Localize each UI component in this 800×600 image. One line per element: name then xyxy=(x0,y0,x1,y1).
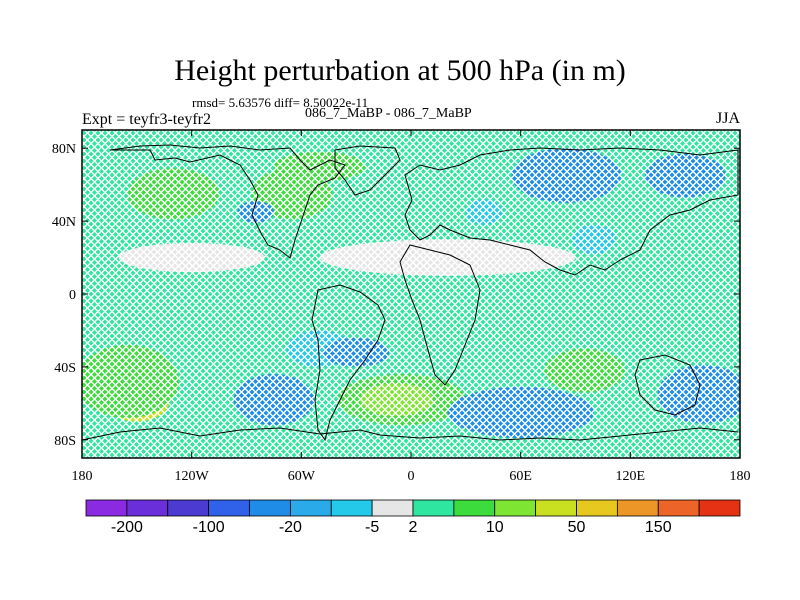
colorbar-swatch xyxy=(535,499,577,517)
colorbar-label: -200 xyxy=(111,519,143,536)
colorbar-swatch xyxy=(453,499,496,517)
y-tick-label: 40N xyxy=(52,215,76,230)
coastline-greenland xyxy=(334,145,401,196)
x-axis: 180 120W 60W 0 60E 120E 180 xyxy=(72,130,751,484)
coastline-antarctica xyxy=(82,427,739,441)
colorbar-swatch xyxy=(657,499,700,517)
colorbar-swatch xyxy=(616,499,659,517)
y-tick-label: 40S xyxy=(54,361,76,376)
colorbar-label: -5 xyxy=(365,519,379,536)
colorbar-label: 50 xyxy=(568,519,586,536)
x-tick-label: 60E xyxy=(509,469,532,484)
colorbar-swatch xyxy=(85,499,128,517)
page-title: Height perturbation at 500 hPa (in m) xyxy=(174,54,626,87)
colorbar-swatch xyxy=(371,499,414,517)
colorbar-label: 10 xyxy=(486,519,504,536)
colorbar-swatch xyxy=(289,499,332,517)
colorbar-swatch xyxy=(167,499,210,517)
season-label: JJA xyxy=(716,110,741,127)
colorbar-label: -100 xyxy=(193,519,225,536)
x-tick-label: 0 xyxy=(408,469,415,484)
colorbar-swatch xyxy=(576,499,618,517)
colorbar-swatch xyxy=(208,499,250,517)
coastline-eurasia xyxy=(404,147,739,276)
y-tick-label: 80N xyxy=(52,142,76,157)
coastline-south-america xyxy=(311,284,386,442)
colorbar-swatch xyxy=(698,499,741,517)
colorbar-label: -20 xyxy=(279,519,302,536)
coastlines xyxy=(82,144,739,442)
rmsd-diff-stats: rmsd= 5.63576 diff= 8.50022e-11 xyxy=(192,95,369,110)
colorbar-swatch xyxy=(412,499,455,517)
y-tick-label: 80S xyxy=(54,434,76,449)
colorbar: -200 -100 -20 -5 2 10 50 150 xyxy=(85,499,741,536)
colorbar-swatch xyxy=(126,499,169,517)
y-axis: 80N 40N 0 40S 80S xyxy=(52,142,740,449)
colorbar-label: 2 xyxy=(409,519,418,536)
x-tick-label: 180 xyxy=(730,469,751,484)
y-tick-label: 0 xyxy=(69,288,76,303)
case-names: 086_7_MaBP - 086_7_MaBP xyxy=(305,106,472,121)
x-tick-label: 180 xyxy=(72,469,93,484)
colorbar-swatch xyxy=(494,499,537,517)
experiment-label: Expt = teyfr3-teyfr2 xyxy=(82,111,211,128)
map-plot-area xyxy=(82,130,740,458)
colorbar-swatch xyxy=(330,499,373,517)
coastline-africa xyxy=(399,244,481,386)
coastline-north-america xyxy=(109,144,346,259)
coastline-australia xyxy=(634,354,701,416)
x-tick-label: 120E xyxy=(616,469,646,484)
colorbar-label: 150 xyxy=(645,519,672,536)
hatch-overlay xyxy=(82,130,740,458)
x-tick-label: 60W xyxy=(288,469,316,484)
x-tick-label: 120W xyxy=(175,469,210,484)
colorbar-swatch xyxy=(249,499,291,517)
